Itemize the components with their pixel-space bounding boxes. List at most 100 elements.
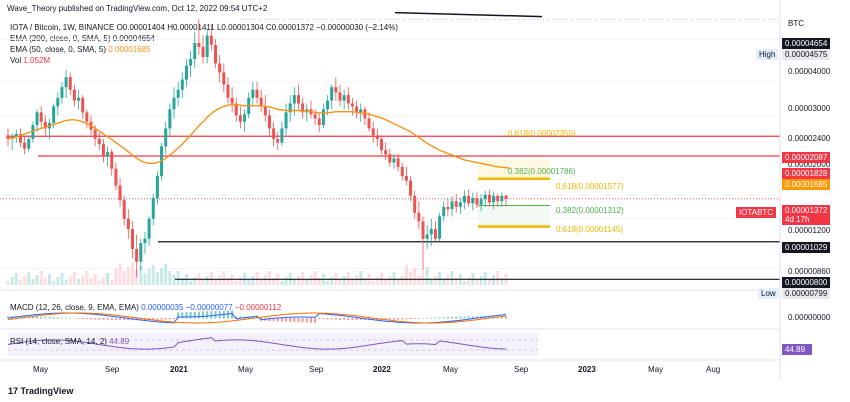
candle — [330, 84, 334, 110]
macd-bar — [164, 318, 167, 320]
support-2-tag: 0.00000800 — [782, 277, 831, 288]
ema200-line — [394, 11, 543, 18]
volume-bar — [496, 271, 500, 285]
macd-bar — [48, 317, 51, 319]
volume-bar — [52, 281, 56, 285]
macd-bar — [181, 312, 184, 319]
ema200-value: 0.00004654 — [112, 34, 155, 43]
candle-body — [355, 106, 359, 113]
volume-bar — [317, 278, 321, 285]
candle-body — [404, 175, 408, 181]
macd-bar — [69, 317, 72, 319]
candle-body — [234, 103, 238, 116]
chart-grid — [0, 38, 780, 270]
candle — [201, 35, 205, 64]
candle — [396, 153, 400, 172]
volume-bar — [155, 272, 159, 285]
volume-bar — [446, 275, 450, 285]
volume-value: 1.052M — [23, 56, 51, 65]
volume-bar — [454, 278, 458, 285]
volume-bar — [193, 277, 197, 285]
candle-body — [72, 89, 76, 101]
candle-body — [429, 229, 433, 235]
candle-body — [230, 97, 234, 104]
candle-body — [280, 128, 284, 143]
volume-bar — [297, 276, 300, 285]
time-tick-may-2022: May — [443, 365, 459, 374]
candle-body — [131, 229, 134, 250]
candle — [27, 135, 31, 152]
candle-body — [396, 158, 400, 167]
symbol-legend: IOTA / Bitcoin, 1W, BINANCE O0.00001404 … — [10, 23, 398, 32]
macd-bar — [384, 318, 387, 320]
volume-bars — [6, 263, 508, 285]
volume-bar — [442, 279, 446, 285]
candle-body — [471, 197, 475, 204]
rsi-axis-tag: 44.89 — [782, 344, 812, 355]
macd-bar — [326, 318, 329, 320]
volume-bar — [39, 271, 43, 285]
candle — [126, 209, 130, 239]
volume-bar — [425, 267, 429, 285]
volume-bar — [483, 272, 487, 285]
candle — [346, 87, 350, 110]
volume-bar — [467, 277, 471, 285]
candle — [421, 216, 425, 271]
volume-bar — [122, 271, 126, 285]
rsi-legend: RSI (14, close, SMA, 14, 2) 44.89 — [10, 337, 129, 346]
candle — [442, 201, 446, 222]
volume-bar — [292, 280, 296, 285]
volume-bar — [479, 276, 483, 285]
macd-bar — [189, 311, 192, 319]
candle — [77, 89, 81, 110]
candle — [367, 112, 371, 132]
candle — [180, 72, 184, 98]
candle-body — [251, 89, 255, 98]
macd-bar — [314, 318, 317, 323]
volume-bar — [176, 271, 180, 285]
volume-bar — [301, 272, 305, 285]
volume-bar — [35, 275, 39, 285]
fib-zone-upper — [478, 159, 550, 179]
candle-body — [209, 35, 213, 45]
volume-bar — [247, 280, 251, 285]
volume-bar — [43, 278, 47, 285]
candle — [122, 195, 126, 226]
price-tick-5: 0.00001200 — [788, 226, 831, 235]
candle-body — [263, 106, 267, 116]
candle-body — [35, 112, 39, 126]
macd-bar — [351, 318, 354, 321]
macd-bar — [94, 318, 97, 320]
volume-bar — [189, 281, 193, 285]
macd-bar — [81, 318, 84, 319]
candle — [234, 97, 238, 122]
symbol-tag: IOTABTC — [736, 207, 777, 218]
macd-bar — [405, 318, 408, 320]
candle-body — [255, 89, 259, 98]
macd-bar — [500, 316, 503, 319]
candle-body — [23, 142, 27, 149]
candle — [384, 142, 388, 160]
candle-body — [417, 212, 421, 222]
macd-bar — [422, 318, 424, 319]
macd-bar — [251, 316, 254, 319]
candle — [64, 70, 68, 98]
candle-body — [77, 97, 81, 101]
candle-body — [338, 92, 342, 101]
candle — [500, 192, 504, 207]
rsi-label: RSI (14, close, SMA, 14, 2) — [10, 337, 107, 346]
macd-bar — [438, 317, 441, 319]
candle — [255, 82, 259, 104]
macd-bar — [289, 318, 292, 322]
candle — [135, 234, 139, 278]
rsi-value: 44.89 — [109, 337, 130, 346]
volume-bar — [218, 275, 222, 285]
candle — [492, 191, 496, 210]
candle — [467, 189, 471, 207]
macd-bar — [397, 318, 400, 320]
candle-body — [189, 59, 193, 66]
candle — [400, 162, 404, 181]
candle — [209, 24, 213, 51]
time-tick-2021: 2021 — [170, 365, 188, 374]
